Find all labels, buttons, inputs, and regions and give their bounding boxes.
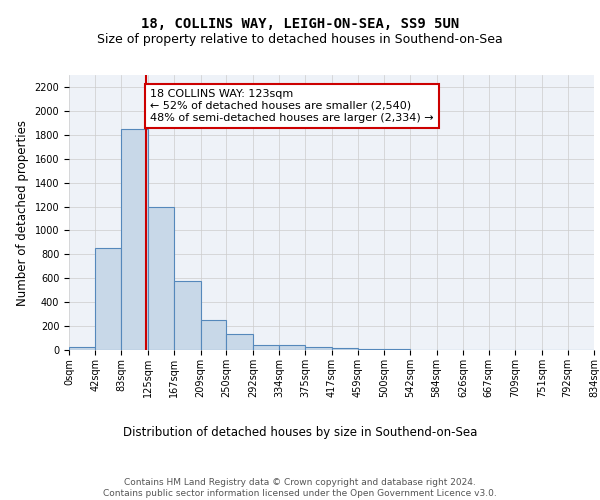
Bar bbox=[69, 347, 95, 350]
Bar bbox=[174, 280, 200, 350]
Bar bbox=[95, 248, 121, 350]
Bar bbox=[121, 129, 148, 350]
Text: Distribution of detached houses by size in Southend-on-Sea: Distribution of detached houses by size … bbox=[123, 426, 477, 439]
Bar bbox=[305, 347, 331, 350]
Bar bbox=[253, 345, 279, 350]
Bar bbox=[148, 206, 174, 350]
Bar bbox=[200, 320, 226, 350]
Bar bbox=[331, 348, 358, 350]
Bar bbox=[279, 345, 305, 350]
Bar bbox=[226, 334, 253, 350]
Text: 18 COLLINS WAY: 123sqm
← 52% of detached houses are smaller (2,540)
48% of semi-: 18 COLLINS WAY: 123sqm ← 52% of detached… bbox=[150, 90, 434, 122]
Y-axis label: Number of detached properties: Number of detached properties bbox=[16, 120, 29, 306]
Text: Size of property relative to detached houses in Southend-on-Sea: Size of property relative to detached ho… bbox=[97, 32, 503, 46]
Text: 18, COLLINS WAY, LEIGH-ON-SEA, SS9 5UN: 18, COLLINS WAY, LEIGH-ON-SEA, SS9 5UN bbox=[141, 18, 459, 32]
Text: Contains HM Land Registry data © Crown copyright and database right 2024.
Contai: Contains HM Land Registry data © Crown c… bbox=[103, 478, 497, 498]
